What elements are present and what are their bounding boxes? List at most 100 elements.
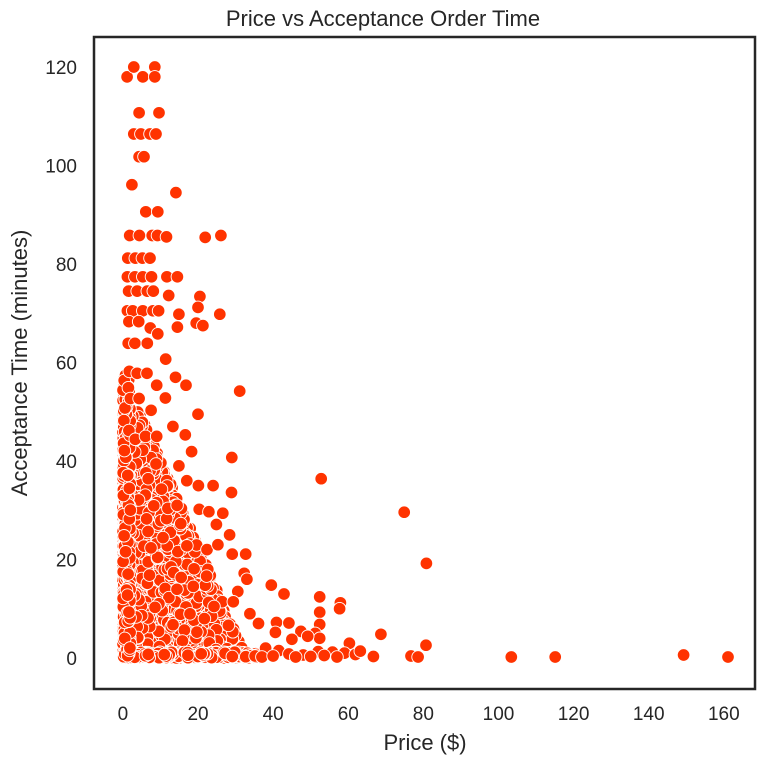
data-point: [120, 70, 134, 84]
data-point: [148, 70, 162, 84]
data-point: [159, 230, 174, 244]
data-point: [157, 647, 172, 662]
x-tick-label: 100: [483, 704, 515, 725]
data-point: [158, 352, 173, 366]
data-point: [131, 314, 146, 329]
data-point: [232, 384, 247, 398]
data-point: [303, 649, 318, 664]
data-point: [288, 650, 303, 664]
data-point: [125, 177, 139, 192]
data-point: [366, 649, 381, 664]
y-tick-label: 20: [56, 550, 77, 571]
data-point: [353, 644, 368, 658]
axes-frame: [92, 35, 757, 691]
data-point: [238, 547, 253, 561]
x-axis-label: Price ($): [383, 730, 467, 755]
data-point: [147, 499, 161, 513]
x-tick-label: 160: [708, 704, 740, 725]
data-point: [314, 471, 328, 486]
data-point: [317, 648, 331, 663]
data-point: [419, 638, 433, 652]
data-point: [312, 631, 327, 646]
data-point: [177, 623, 192, 637]
data-point: [721, 650, 735, 664]
data-point: [264, 578, 279, 592]
x-tick-label: 140: [633, 704, 665, 725]
data-point: [138, 429, 153, 444]
data-point: [141, 471, 155, 486]
data-point: [170, 320, 185, 334]
data-point: [143, 251, 157, 265]
data-point: [161, 288, 176, 303]
data-point: [180, 539, 194, 553]
data-point: [504, 650, 519, 664]
data-point: [144, 270, 159, 284]
data-point: [136, 70, 150, 84]
y-tick-label: 0: [66, 649, 77, 670]
data-point: [397, 505, 411, 519]
data-point: [312, 590, 327, 604]
data-point: [156, 530, 170, 545]
y-tick-label: 100: [45, 157, 77, 178]
data-point: [202, 504, 216, 519]
data-point: [676, 648, 691, 662]
data-point: [118, 545, 133, 559]
data-point: [186, 579, 201, 594]
data-point: [191, 300, 205, 315]
data-point: [166, 419, 180, 434]
data-point: [172, 459, 186, 473]
data-point: [178, 428, 193, 442]
data-point: [174, 570, 188, 585]
data-point: [374, 627, 388, 642]
data-point: [152, 106, 166, 120]
data-point: [168, 370, 183, 385]
data-point: [132, 228, 147, 243]
data-point: [207, 599, 221, 614]
data-point: [548, 650, 562, 664]
data-point: [419, 556, 434, 571]
data-point: [221, 618, 236, 633]
data-point: [191, 478, 206, 493]
data-point: [216, 506, 230, 520]
data-point: [151, 327, 165, 341]
data-point: [332, 601, 347, 616]
data-point: [120, 468, 135, 483]
data-point: [240, 572, 254, 586]
data-point: [226, 595, 241, 609]
data-point: [132, 391, 146, 406]
x-tick-label: 20: [187, 704, 208, 725]
data-point: [206, 478, 220, 493]
y-tick-label: 120: [45, 58, 77, 79]
data-point: [194, 647, 208, 661]
data-point: [285, 632, 299, 647]
data-point: [225, 649, 240, 664]
data-point: [121, 567, 135, 581]
data-point: [144, 403, 158, 418]
data-point: [268, 625, 283, 640]
data-point: [166, 617, 180, 632]
data-point: [255, 650, 269, 664]
data-point: [154, 482, 169, 496]
data-point: [184, 444, 199, 459]
data-point: [330, 650, 344, 664]
x-tick-label: 60: [338, 704, 359, 725]
data-point: [183, 607, 197, 621]
data-point: [198, 230, 212, 245]
data-point: [190, 625, 204, 639]
data-point: [266, 649, 280, 663]
data-point: [117, 529, 131, 543]
data-point: [150, 550, 165, 565]
data-point: [151, 304, 166, 318]
data-point: [225, 547, 239, 561]
data-point: [187, 562, 201, 576]
data-point: [222, 528, 237, 542]
data-point: [128, 336, 142, 351]
data-point: [123, 641, 137, 655]
data-point: [196, 318, 210, 333]
data-point: [193, 289, 207, 304]
data-point: [312, 605, 327, 619]
data-point: [411, 650, 425, 664]
y-tick-label: 80: [56, 255, 77, 276]
data-point: [117, 443, 132, 458]
